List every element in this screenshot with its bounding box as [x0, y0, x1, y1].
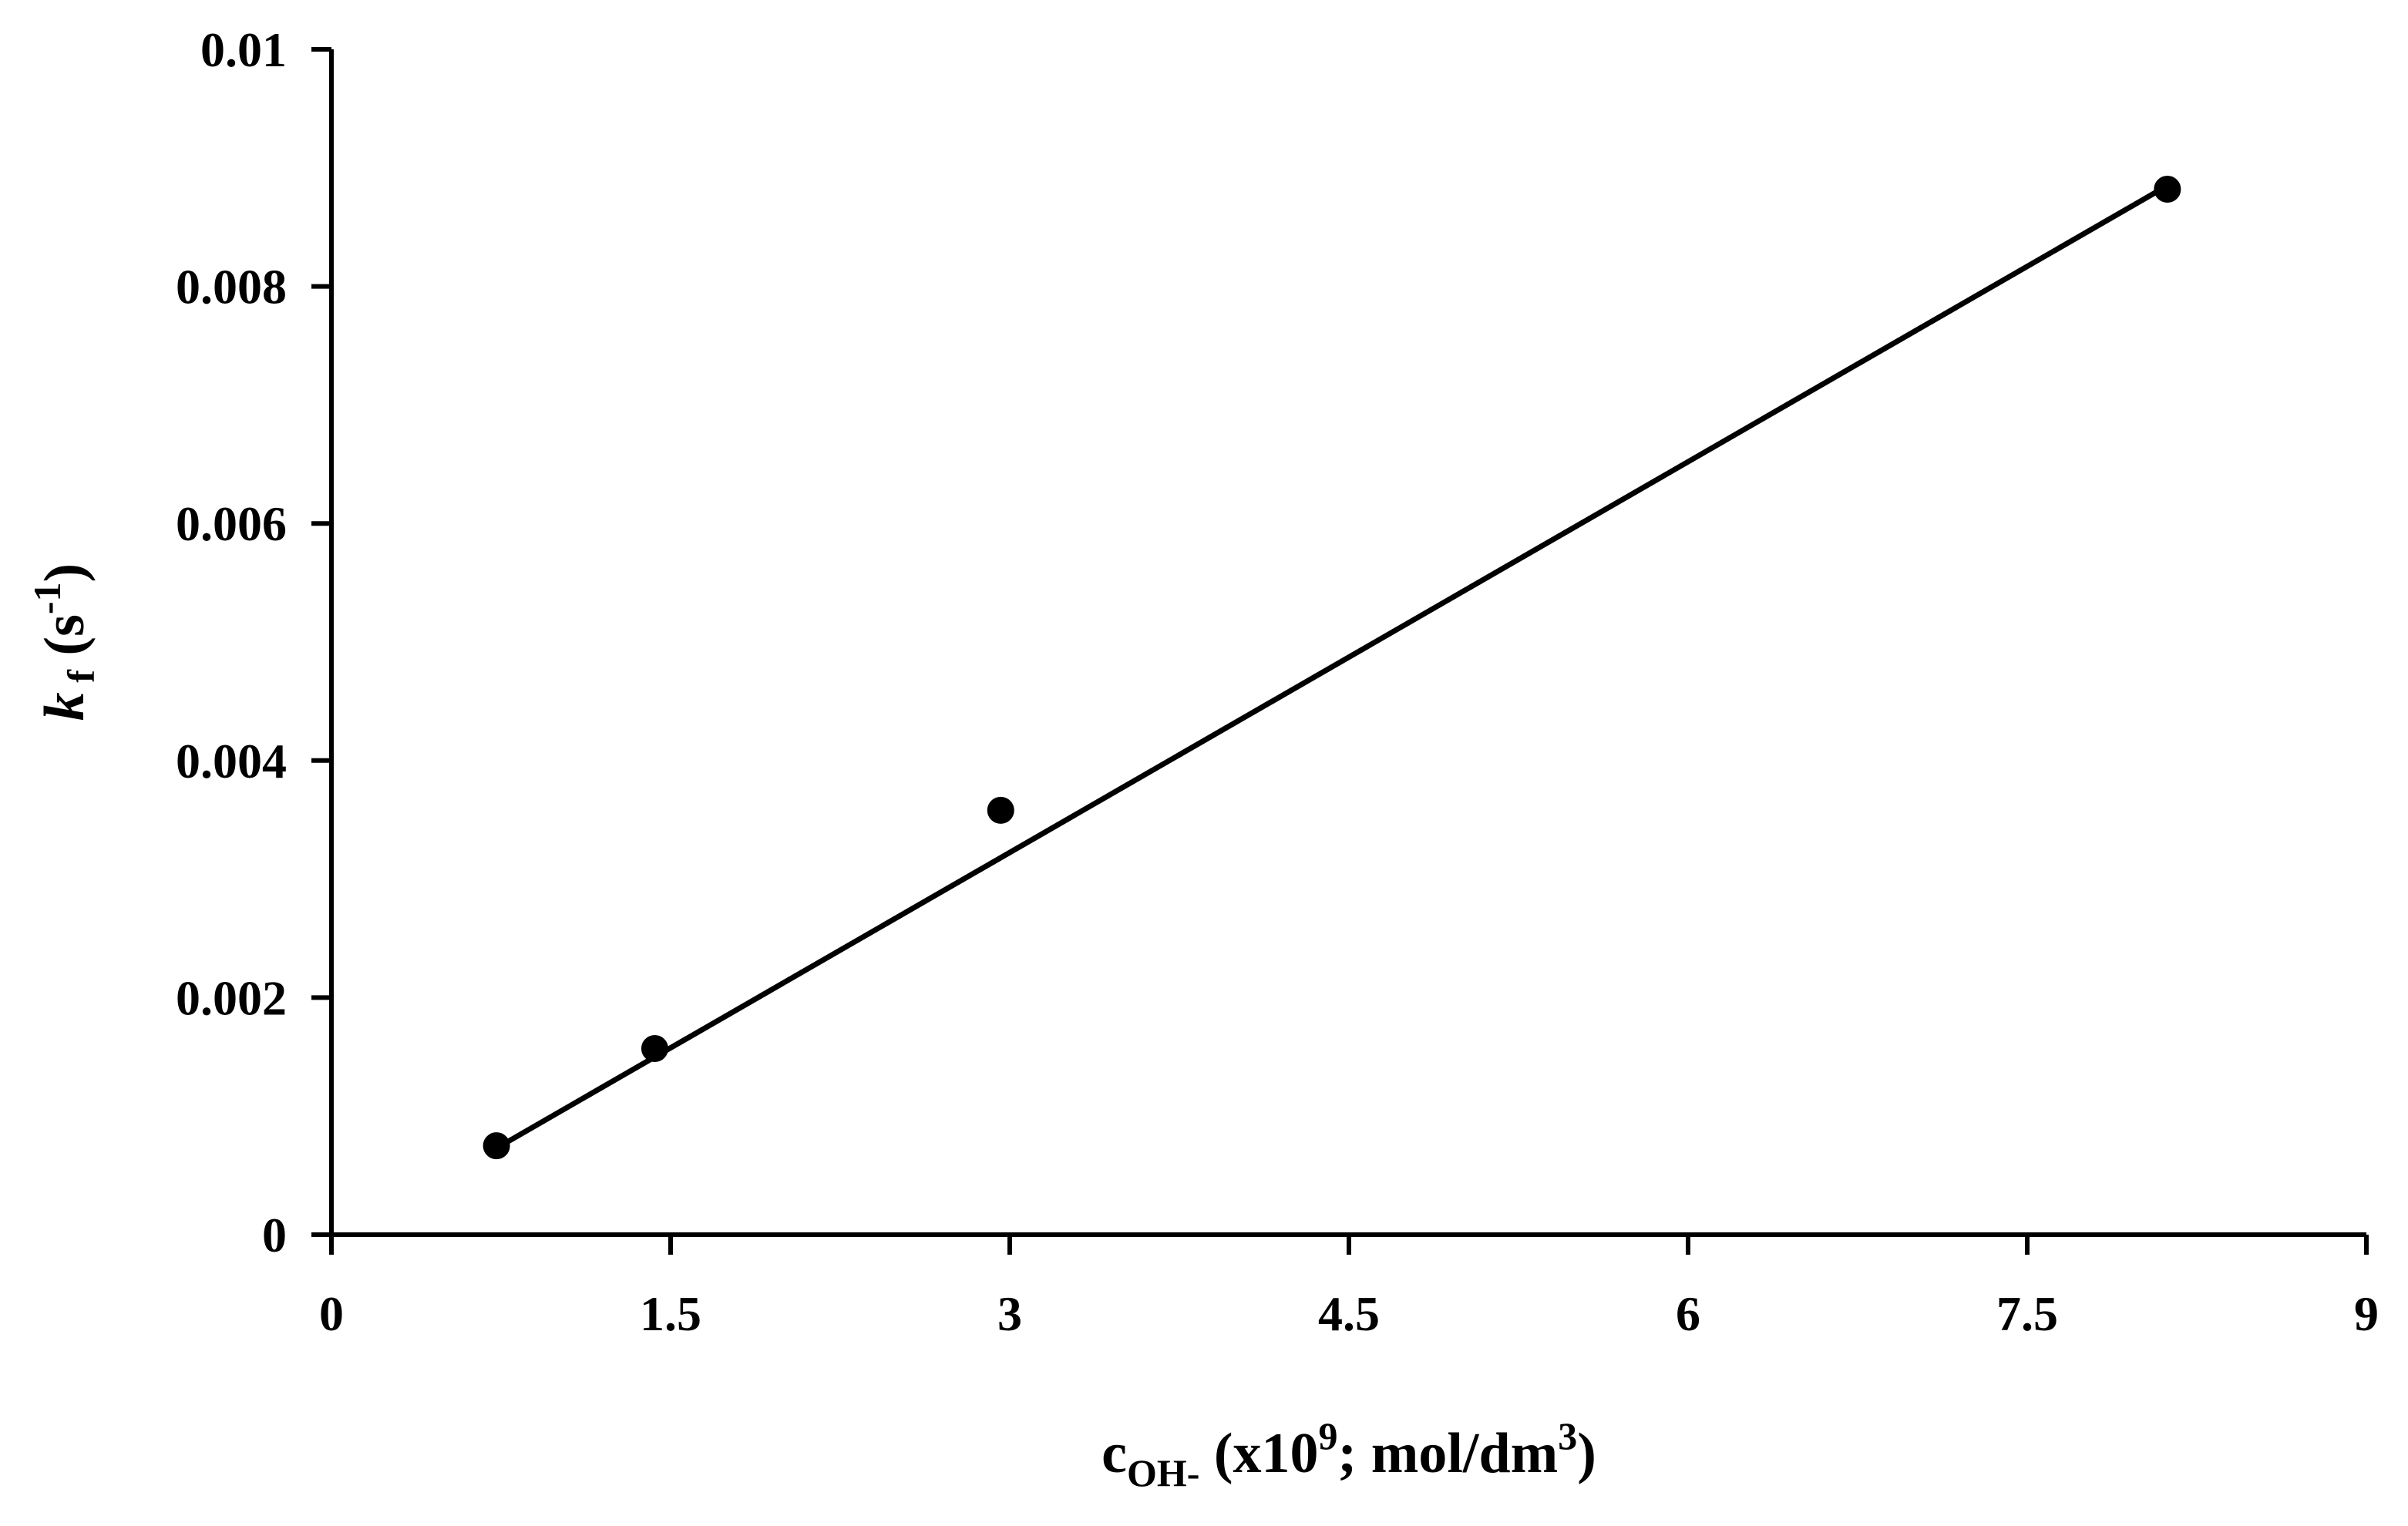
x-tick-label: 6 — [1676, 1286, 1700, 1341]
y-tick-label: 0 — [262, 1208, 287, 1262]
x-axis-title-main: c — [1101, 1422, 1127, 1485]
x-axis-title-exponent: 9 — [1319, 1414, 1338, 1457]
y-axis-title-subscript: f — [59, 669, 103, 693]
data-point — [2154, 175, 2181, 203]
x-axis-title-exponent-2: 3 — [1558, 1414, 1577, 1457]
y-tick-label: 0.008 — [176, 260, 287, 314]
y-axis-title: k f (s-1) — [25, 563, 103, 721]
x-tick-label: 9 — [2354, 1286, 2379, 1341]
x-tick-label: 0 — [319, 1286, 344, 1341]
y-tick-label: 0.002 — [176, 970, 287, 1025]
x-tick-label: 1.5 — [640, 1286, 701, 1341]
x-axis-title-units: (x10 — [1199, 1422, 1318, 1485]
y-axis-title-units: (s — [33, 614, 96, 670]
y-tick-label: 0.004 — [176, 734, 287, 788]
y-axis-title-main: k — [33, 692, 96, 721]
x-axis-tick-labels: 0 1.5 3 4.5 6 7.5 9 — [319, 1286, 2379, 1341]
data-point — [641, 1035, 668, 1063]
data-point — [987, 796, 1014, 824]
y-axis-ticks — [311, 47, 331, 1237]
data-point — [483, 1132, 510, 1160]
x-axis-title: cOH- (x109; mol/dm3) — [1101, 1414, 1596, 1494]
data-points — [483, 175, 2181, 1160]
x-tick-label: 3 — [997, 1286, 1022, 1341]
plot-area: 0 1.5 3 4.5 6 7.5 9 0 0.002 0.004 0.006 0.008 0.01 — [176, 22, 2379, 1341]
x-axis-title-units-end: ) — [1577, 1422, 1596, 1485]
y-tick-label: 0.01 — [200, 22, 287, 77]
y-axis-title-units-end: ) — [33, 563, 96, 583]
y-axis-title-exponent: -1 — [25, 582, 69, 614]
x-tick-label: 7.5 — [1996, 1286, 2058, 1341]
x-axis-title-subscript: OH- — [1127, 1451, 1199, 1494]
trendline — [495, 183, 2169, 1151]
y-axis-tick-labels: 0 0.002 0.004 0.006 0.008 0.01 — [176, 22, 287, 1262]
x-tick-label: 4.5 — [1318, 1286, 1380, 1341]
y-tick-label: 0.006 — [176, 496, 287, 551]
x-axis-ticks — [329, 1235, 2369, 1255]
x-axis-title-units-mid: ; mol/dm — [1338, 1422, 1559, 1485]
